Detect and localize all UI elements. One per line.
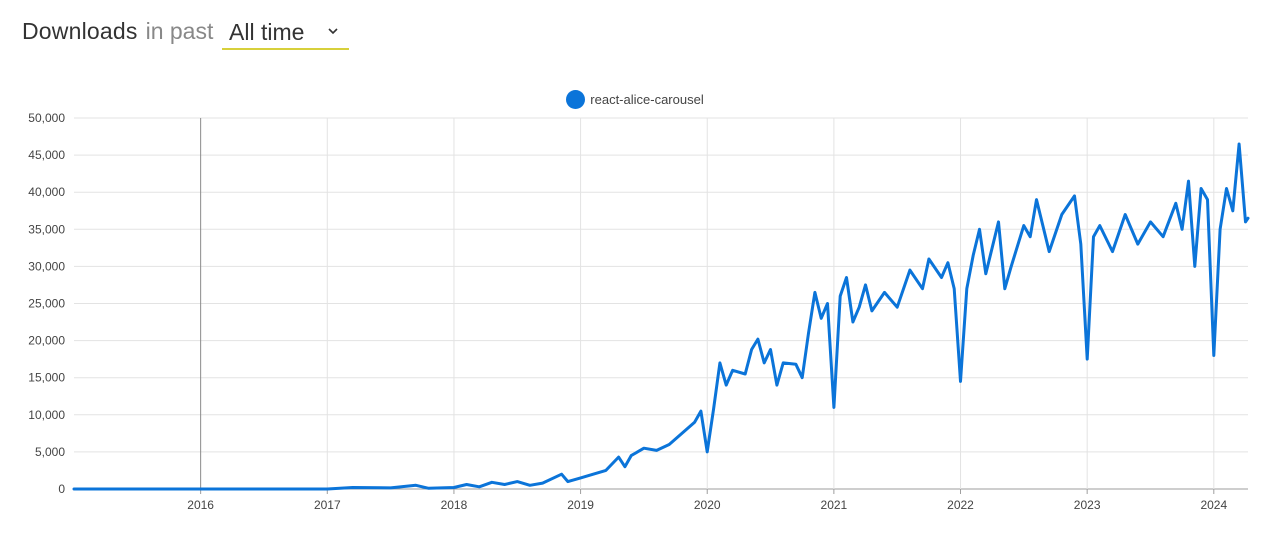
y-tick-label: 40,000 xyxy=(28,185,65,199)
x-tick-label: 2020 xyxy=(694,498,721,512)
y-tick-label: 35,000 xyxy=(28,222,65,236)
x-tick-label: 2017 xyxy=(314,498,341,512)
header-title: Downloads xyxy=(22,18,138,44)
x-tick-label: 2016 xyxy=(187,498,214,512)
y-tick-label: 45,000 xyxy=(28,148,65,162)
chevron-down-icon xyxy=(328,28,338,35)
period-select-value: All time xyxy=(229,19,305,45)
x-tick-label: 2018 xyxy=(441,498,468,512)
x-tick-label: 2024 xyxy=(1200,498,1227,512)
y-tick-label: 20,000 xyxy=(28,334,65,348)
y-tick-label: 25,000 xyxy=(28,297,65,311)
y-tick-label: 30,000 xyxy=(28,259,65,273)
series-line xyxy=(72,142,1250,491)
y-tick-label: 50,000 xyxy=(28,111,65,125)
legend-label[interactable]: react-alice-carousel xyxy=(590,92,704,107)
y-tick-label: 10,000 xyxy=(28,408,65,422)
y-tick-label: 15,000 xyxy=(28,371,65,385)
x-tick-label: 2021 xyxy=(821,498,848,512)
legend-marker xyxy=(566,90,586,109)
period-select[interactable]: All time xyxy=(222,17,349,50)
header-subtitle: in past xyxy=(145,18,214,44)
y-tick-label: 0 xyxy=(58,482,65,496)
x-tick-label: 2019 xyxy=(567,498,594,512)
y-tick-label: 5,000 xyxy=(35,445,65,459)
x-tick-label: 2022 xyxy=(947,498,974,512)
chart-legend: react-alice-carousel xyxy=(0,90,1270,109)
downloads-header: Downloads in past All time xyxy=(22,18,349,52)
x-tick-label: 2023 xyxy=(1074,498,1101,512)
downloads-line-chart: 0 5,000 10,000 15,000 20,000 25,000 30,000 35,0… xyxy=(28,111,1250,512)
